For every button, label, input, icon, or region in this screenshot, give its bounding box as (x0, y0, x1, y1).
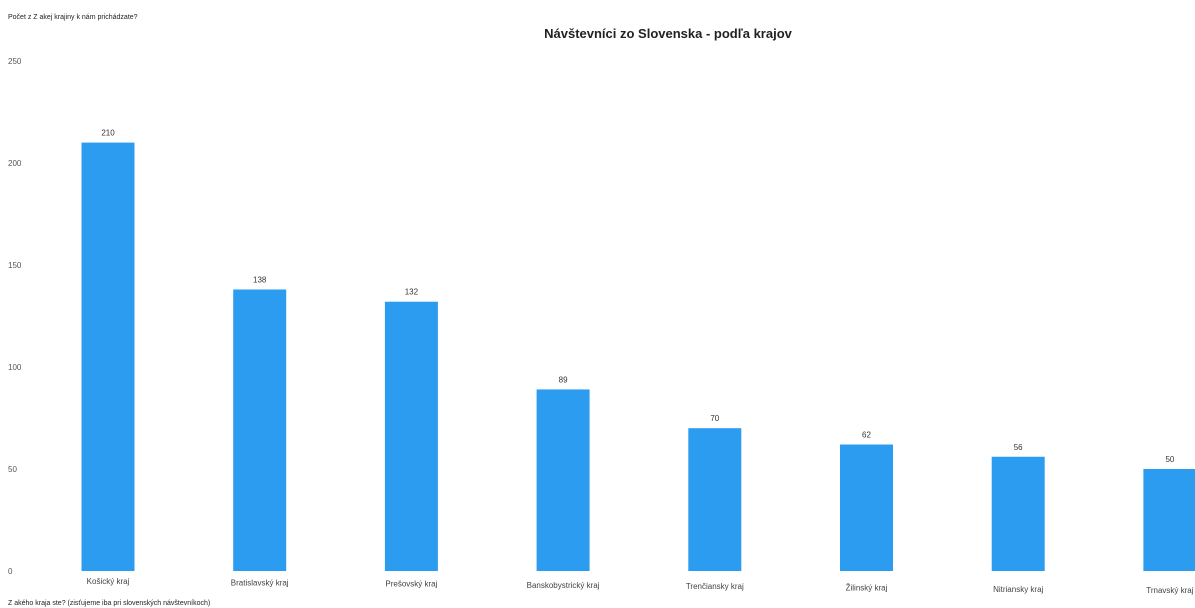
bar (840, 444, 893, 571)
bar (991, 456, 1045, 571)
x-tick-label: Prešovský kraj (385, 580, 437, 589)
y-axis-ticks: 0 50 100 150 200 250 (8, 57, 22, 576)
bar (233, 289, 287, 571)
bar (1143, 469, 1195, 571)
data-label: 132 (405, 288, 419, 297)
y-axis-title: Počet z Z akej krajiny k nám prichádzate… (8, 14, 138, 21)
data-label: 50 (1165, 455, 1174, 464)
data-label: 89 (559, 375, 568, 384)
x-tick-label: Trnavský kraj (1146, 586, 1193, 595)
bar (81, 142, 135, 571)
data-label: 138 (253, 275, 267, 284)
bar (536, 389, 590, 571)
y-tick-label: 200 (8, 159, 22, 168)
x-tick-label: Trenčiansky kraj (686, 582, 744, 591)
bars (81, 142, 1195, 571)
y-tick-label: 150 (8, 261, 22, 270)
bar (384, 301, 438, 571)
x-tick-label: Bratislavský kraj (231, 578, 289, 587)
y-tick-label: 0 (8, 567, 13, 576)
data-labels: 210 138 132 89 70 62 56 50 (101, 129, 1175, 464)
x-tick-label: Nitriansky kraj (993, 585, 1043, 594)
y-tick-label: 100 (8, 363, 22, 372)
x-axis-categories: Košický kraj Bratislavský kraj Prešovský k… (87, 577, 1194, 595)
y-tick-label: 250 (8, 57, 22, 66)
data-label: 56 (1014, 443, 1023, 452)
x-tick-label: Banskobystrický kraj (527, 581, 600, 590)
data-label: 62 (862, 431, 871, 440)
bar (688, 428, 742, 571)
x-tick-label: Žilinský kraj (846, 584, 888, 593)
y-tick-label: 50 (8, 465, 17, 474)
data-label: 70 (710, 414, 719, 423)
data-label: 210 (101, 129, 115, 138)
x-axis-title: Z akého kraja ste? (zisťujeme iba pri sl… (8, 600, 210, 607)
chart-title: Návštevníci zo Slovenska - podľa krajov (544, 26, 793, 41)
x-tick-label: Košický kraj (87, 577, 130, 586)
